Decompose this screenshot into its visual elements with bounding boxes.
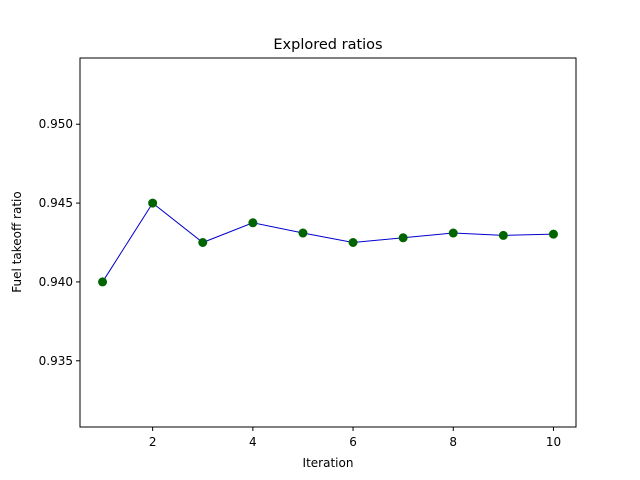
y-tick-label: 0.935 <box>39 354 73 368</box>
x-tick-label: 10 <box>546 435 561 449</box>
x-tick-label: 4 <box>249 435 257 449</box>
x-axis: 2 4 6 8 10 <box>149 427 561 449</box>
y-tick-label: 0.950 <box>39 117 73 131</box>
data-point <box>348 238 358 247</box>
data-point <box>548 229 558 239</box>
y-tick-label: 0.940 <box>39 275 73 289</box>
series-line <box>102 202 554 283</box>
plot-frame <box>79 57 577 428</box>
x-tick-label: 2 <box>149 435 157 449</box>
y-tick-label: 0.945 <box>39 196 73 210</box>
data-point <box>98 277 108 287</box>
chart-title: Explored ratios <box>273 37 382 53</box>
data-point <box>298 228 308 238</box>
x-tick-label: 8 <box>449 435 457 449</box>
data-point <box>398 233 408 243</box>
plot-area <box>98 198 558 287</box>
data-point <box>248 218 258 228</box>
data-point <box>198 238 208 247</box>
x-tick-label: 6 <box>349 435 357 449</box>
x-axis-label: Iteration <box>303 456 354 470</box>
y-axis-label: Fuel takeoff ratio <box>10 191 24 292</box>
data-point <box>498 230 508 240</box>
y-axis: 0.935 0.940 0.945 0.950 <box>39 117 80 368</box>
data-point <box>448 228 458 238</box>
data-point <box>148 198 158 208</box>
